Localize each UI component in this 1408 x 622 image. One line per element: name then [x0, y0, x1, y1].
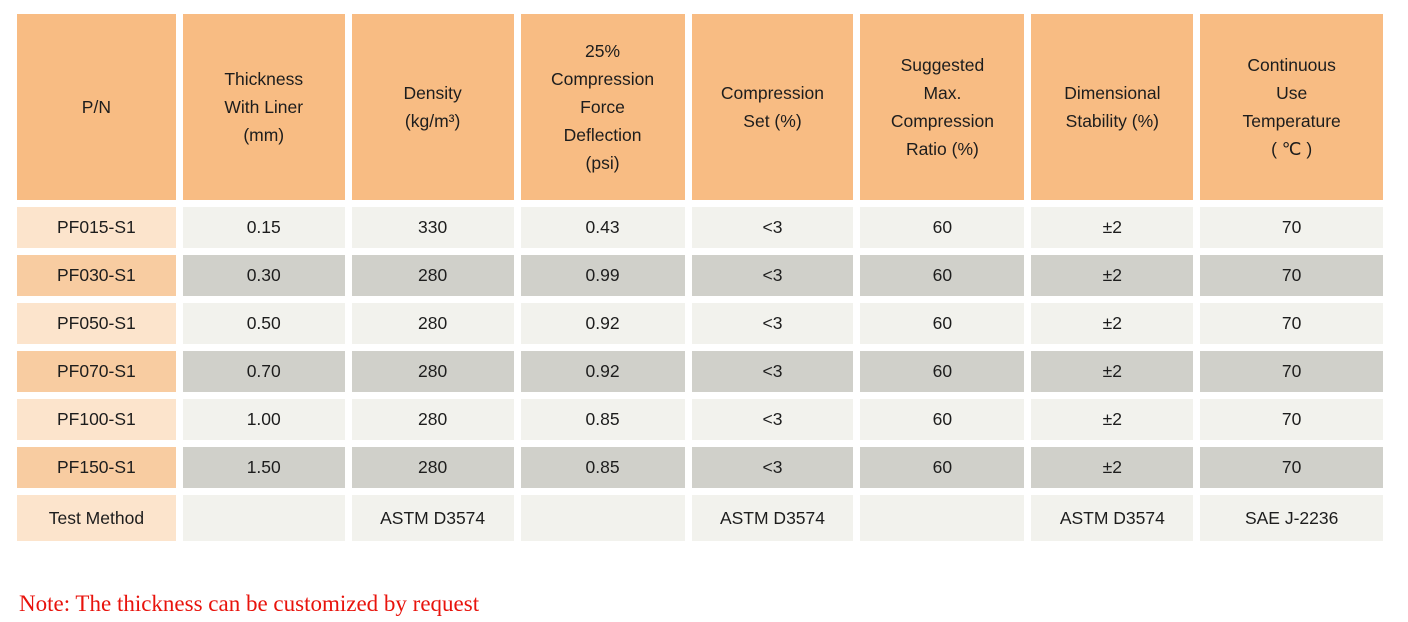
value-cell: 60: [860, 399, 1025, 440]
table-body: PF015-S1 0.15 330 0.43 <3 60 ±2 70 PF030-S1 0.30 2…: [17, 207, 1383, 541]
value-cell: 60: [860, 303, 1025, 344]
value-cell: 0.70: [182, 351, 345, 392]
value-cell: 0.92: [520, 351, 685, 392]
row-header-cell: PF030-S1: [17, 255, 176, 296]
header-row: P/N Thickness With Liner (mm) Density (k…: [17, 14, 1383, 200]
value-cell: 60: [860, 207, 1025, 248]
column-header-pn: P/N: [17, 14, 176, 200]
row-header-cell: PF150-S1: [17, 447, 176, 488]
value-cell: 280: [351, 255, 514, 296]
row-header-cell: PF100-S1: [17, 399, 176, 440]
row-header-cell: PF015-S1: [17, 207, 176, 248]
table-row: PF015-S1 0.15 330 0.43 <3 60 ±2 70: [17, 207, 1383, 248]
value-cell: SAE J-2236: [1200, 495, 1383, 541]
value-cell: ±2: [1031, 303, 1194, 344]
row-header-cell: PF070-S1: [17, 351, 176, 392]
value-cell: ASTM D3574: [691, 495, 854, 541]
value-cell: 280: [351, 351, 514, 392]
value-cell: 0.50: [182, 303, 345, 344]
column-header-thickness: Thickness With Liner (mm): [182, 14, 345, 200]
value-cell: [520, 495, 685, 541]
spec-table: P/N Thickness With Liner (mm) Density (k…: [10, 7, 1390, 548]
value-cell: ±2: [1031, 207, 1194, 248]
value-cell: <3: [691, 399, 854, 440]
value-cell: [860, 495, 1025, 541]
value-cell: ±2: [1031, 255, 1194, 296]
row-header-cell: Test Method: [17, 495, 176, 541]
value-cell: 0.43: [520, 207, 685, 248]
value-cell: 280: [351, 303, 514, 344]
value-cell: ±2: [1031, 399, 1194, 440]
column-header-max-ratio: Suggested Max. Compression Ratio (%): [860, 14, 1025, 200]
value-cell: 0.85: [520, 447, 685, 488]
value-cell: <3: [691, 207, 854, 248]
value-cell: ASTM D3574: [351, 495, 514, 541]
value-cell: <3: [691, 303, 854, 344]
table-header: P/N Thickness With Liner (mm) Density (k…: [17, 14, 1383, 200]
value-cell: 0.15: [182, 207, 345, 248]
value-cell: 70: [1200, 351, 1383, 392]
column-header-cfd: 25% Compression Force Deflection (psi): [520, 14, 685, 200]
column-header-compression-set: Compression Set (%): [691, 14, 854, 200]
customization-note: Note: The thickness can be customized by…: [19, 591, 480, 616]
table-row: PF100-S1 1.00 280 0.85 <3 60 ±2 70: [17, 399, 1383, 440]
row-header-cell: PF050-S1: [17, 303, 176, 344]
value-cell: <3: [691, 447, 854, 488]
value-cell: [182, 495, 345, 541]
test-method-row: Test Method ASTM D3574 ASTM D3574 ASTM D357…: [17, 495, 1383, 541]
value-cell: 1.00: [182, 399, 345, 440]
value-cell: 330: [351, 207, 514, 248]
value-cell: 0.92: [520, 303, 685, 344]
column-header-density: Density (kg/m³): [351, 14, 514, 200]
value-cell: <3: [691, 255, 854, 296]
value-cell: 70: [1200, 447, 1383, 488]
value-cell: ±2: [1031, 447, 1194, 488]
value-cell: 280: [351, 447, 514, 488]
value-cell: 70: [1200, 207, 1383, 248]
column-header-dimensional-stability: Dimensional Stability (%): [1031, 14, 1194, 200]
table-row: PF030-S1 0.30 280 0.99 <3 60 ±2 70: [17, 255, 1383, 296]
table-row: PF150-S1 1.50 280 0.85 <3 60 ±2 70: [17, 447, 1383, 488]
value-cell: 70: [1200, 399, 1383, 440]
value-cell: 0.99: [520, 255, 685, 296]
value-cell: ±2: [1031, 351, 1194, 392]
value-cell: ASTM D3574: [1031, 495, 1194, 541]
value-cell: 0.30: [182, 255, 345, 296]
value-cell: 0.85: [520, 399, 685, 440]
value-cell: 60: [860, 255, 1025, 296]
value-cell: 60: [860, 447, 1025, 488]
value-cell: 1.50: [182, 447, 345, 488]
value-cell: 60: [860, 351, 1025, 392]
value-cell: 280: [351, 399, 514, 440]
table-row: PF070-S1 0.70 280 0.92 <3 60 ±2 70: [17, 351, 1383, 392]
value-cell: 70: [1200, 303, 1383, 344]
table-row: PF050-S1 0.50 280 0.92 <3 60 ±2 70: [17, 303, 1383, 344]
value-cell: 70: [1200, 255, 1383, 296]
value-cell: <3: [691, 351, 854, 392]
column-header-continuous-use-temp: Continuous Use Temperature ( ℃ ): [1200, 14, 1383, 200]
